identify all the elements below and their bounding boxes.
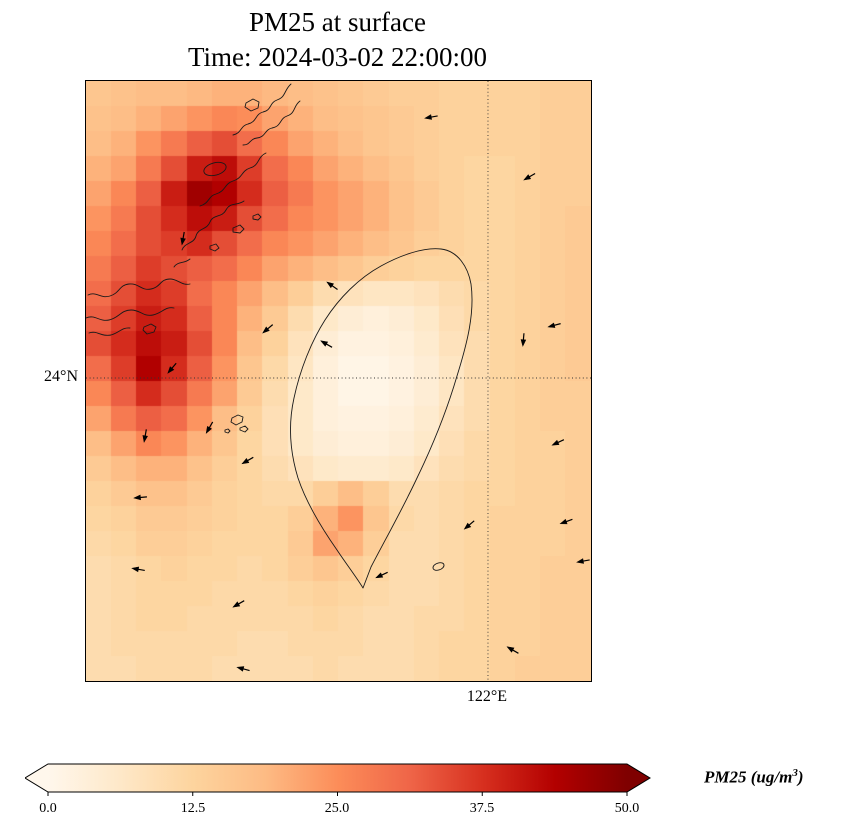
island-xiamen-loop bbox=[203, 161, 227, 177]
coastline-china-southwest bbox=[87, 278, 191, 298]
ytick-24n: 24°N bbox=[44, 368, 78, 385]
plot-title-line1: PM25 at surface bbox=[249, 7, 426, 37]
wind-arrows bbox=[131, 114, 590, 672]
colorbar-bar bbox=[25, 763, 651, 793]
colorbar-label-prefix: PM25 (ug/m bbox=[704, 767, 793, 787]
colorbar bbox=[25, 763, 651, 796]
gridlines bbox=[86, 81, 591, 681]
coastline-china-southwest-3 bbox=[88, 327, 131, 336]
colorbar-label-sup: 3 bbox=[792, 767, 798, 779]
islands-mid-blobs bbox=[209, 213, 262, 252]
coastline-china-north-2 bbox=[242, 100, 301, 146]
coastline-china-north bbox=[232, 83, 292, 136]
coastline-china-mid-2 bbox=[181, 200, 245, 251]
colorbar-tick-0: 0.0 bbox=[39, 801, 57, 816]
coastline-china-southwest-2 bbox=[86, 307, 175, 321]
coastlines bbox=[86, 83, 473, 589]
coastline-china-mid-3 bbox=[173, 258, 191, 268]
plot-title: PM25 at surface Time: 2024-03-02 22:00:0… bbox=[85, 5, 590, 74]
island-green bbox=[432, 562, 445, 571]
colorbar-tickmarks bbox=[47, 792, 628, 796]
colorbar-tick-3: 37.5 bbox=[469, 801, 495, 816]
pm25-heatmap-canvas bbox=[86, 81, 591, 681]
islands-penghu bbox=[224, 414, 249, 434]
island-southwest-blob bbox=[142, 323, 157, 335]
colorbar-tick-1: 12.5 bbox=[180, 801, 206, 816]
colorbar-label: PM25 (ug/m3) bbox=[704, 767, 803, 788]
colorbar-tick-2: 25.0 bbox=[324, 801, 350, 816]
colorbar-label-suffix: ) bbox=[797, 767, 804, 787]
map-axes bbox=[85, 80, 592, 682]
colorbar-tick-4: 50.0 bbox=[614, 801, 640, 816]
coastline-china-mid bbox=[199, 152, 267, 207]
xtick-122e: 122°E bbox=[466, 688, 508, 705]
coastline-taiwan bbox=[290, 248, 473, 589]
island-north-blob bbox=[244, 98, 260, 112]
map-overlay bbox=[86, 81, 591, 681]
plot-title-line2: Time: 2024-03-02 22:00:00 bbox=[187, 41, 488, 72]
